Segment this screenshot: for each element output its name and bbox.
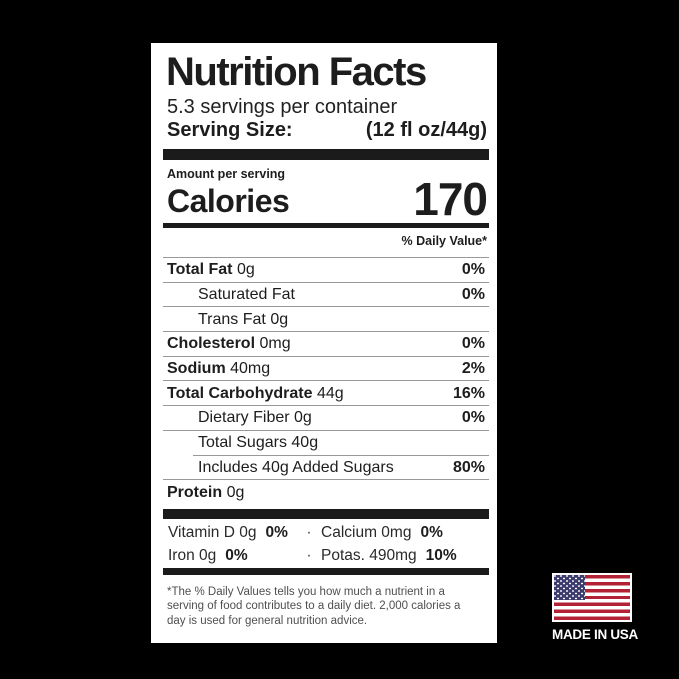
table-row-vitamind-calcium: Vitamin D 0g 0% · Calcium 0mg 0%: [163, 521, 489, 545]
nutrient-name: Cholesterol: [167, 335, 256, 353]
nutrient-dv: 0%: [461, 409, 485, 427]
nutrient-amount: 40mg: [230, 360, 271, 378]
nutrient-amount: 40g: [291, 434, 319, 452]
nutrient-name: Sodium: [167, 360, 226, 378]
table-row-total-fat: Total Fat 0g 0%: [163, 258, 489, 283]
calories-value: 170: [413, 173, 488, 225]
table-row-cholesterol: Cholesterol 0mg 0%: [163, 332, 489, 357]
nutrient-name: Saturated Fat: [198, 286, 295, 304]
micro-name: Iron 0g: [168, 547, 217, 565]
nutrient-name: Total Fat: [167, 261, 233, 279]
micro-dv: 0%: [265, 523, 288, 541]
micro-name: Calcium 0mg: [321, 523, 412, 541]
nutrient-dv: 80%: [452, 458, 485, 476]
table-row-total-sugars: Total Sugars 40g: [163, 431, 489, 456]
table-row-added-sugars: Includes 40g Added Sugars 80%: [163, 456, 489, 481]
calories-label: Calories: [167, 183, 290, 219]
dot-separator: ·: [306, 547, 312, 565]
serving-size-label: Serving Size:: [167, 119, 293, 141]
amount-per-serving-label: Amount per serving: [167, 167, 286, 181]
nutrient-dv: 0%: [461, 286, 485, 304]
table-row-trans-fat: Trans Fat 0g: [163, 307, 489, 332]
label-title: Nutrition Facts: [166, 50, 427, 94]
calories-divider: [163, 223, 489, 228]
nutrient-amount: 0g: [236, 261, 255, 279]
servings-per-container: 5.3 servings per container: [167, 96, 398, 118]
nutrient-dv: 16%: [452, 384, 485, 402]
table-row-protein: Protein 0g: [163, 480, 489, 505]
nutrient-amount: 0g: [294, 409, 312, 427]
nutrient-amount: 44g: [316, 384, 344, 402]
nutrient-amount: 0g: [226, 483, 245, 501]
nutrient-name: Includes 40g Added Sugars: [198, 458, 394, 476]
nutrition-facts-label: Nutrition Facts 5.3 servings per contain…: [151, 43, 497, 643]
table-row-saturated-fat: Saturated Fat 0%: [163, 283, 489, 308]
micronutrient-section: Vitamin D 0g 0% · Calcium 0mg 0% Iron 0g…: [163, 521, 489, 568]
nutrient-name: Total Carbohydrate: [167, 384, 313, 402]
nutrient-table: Total Fat 0g 0% Saturated Fat 0% Trans F…: [163, 257, 489, 505]
micro-name: Vitamin D 0g: [168, 523, 257, 541]
nutrient-name: Total Sugars: [198, 434, 287, 452]
nutrient-name: Dietary Fiber: [198, 409, 290, 427]
daily-value-footnote: *The % Daily Values tells you how much a…: [167, 585, 461, 627]
micro-dv: 0%: [420, 523, 443, 541]
section-divider-thick: [163, 508, 489, 519]
nutrient-dv: 0%: [461, 335, 485, 353]
table-row-iron-potassium: Iron 0g 0% · Potas. 490mg 10%: [163, 544, 489, 568]
micro-dv: 0%: [225, 547, 248, 565]
table-row-total-carbohydrate: Total Carbohydrate 44g 16%: [163, 381, 489, 406]
nutrient-dv: 0%: [461, 261, 485, 279]
micro-name: Potas. 490mg: [321, 547, 417, 565]
section-divider-thick: [163, 149, 489, 160]
nutrient-amount: 0mg: [259, 335, 291, 353]
calories-row: Calories 170: [167, 173, 488, 225]
serving-size-value: (12 fl oz/44g): [365, 119, 487, 141]
micro-dv: 10%: [425, 547, 457, 565]
dot-separator: ·: [306, 523, 312, 541]
serving-size-row: Serving Size: (12 fl oz/44g): [167, 119, 487, 141]
made-in-usa-badge: MADE IN USA: [552, 573, 638, 642]
nutrient-dv: 2%: [461, 360, 485, 378]
usa-flag-canton: [554, 575, 585, 600]
nutrient-name: Trans Fat: [198, 310, 266, 328]
table-row-sodium: Sodium 40mg 2%: [163, 357, 489, 382]
section-divider-thick: [163, 567, 489, 575]
nutrient-amount: 0g: [270, 310, 289, 328]
made-in-usa-text: MADE IN USA: [552, 627, 638, 642]
table-row-dietary-fiber: Dietary Fiber 0g 0%: [163, 406, 489, 431]
daily-value-header: % Daily Value*: [401, 234, 487, 248]
nutrient-name: Protein: [167, 483, 223, 501]
usa-flag-icon: [552, 573, 632, 622]
